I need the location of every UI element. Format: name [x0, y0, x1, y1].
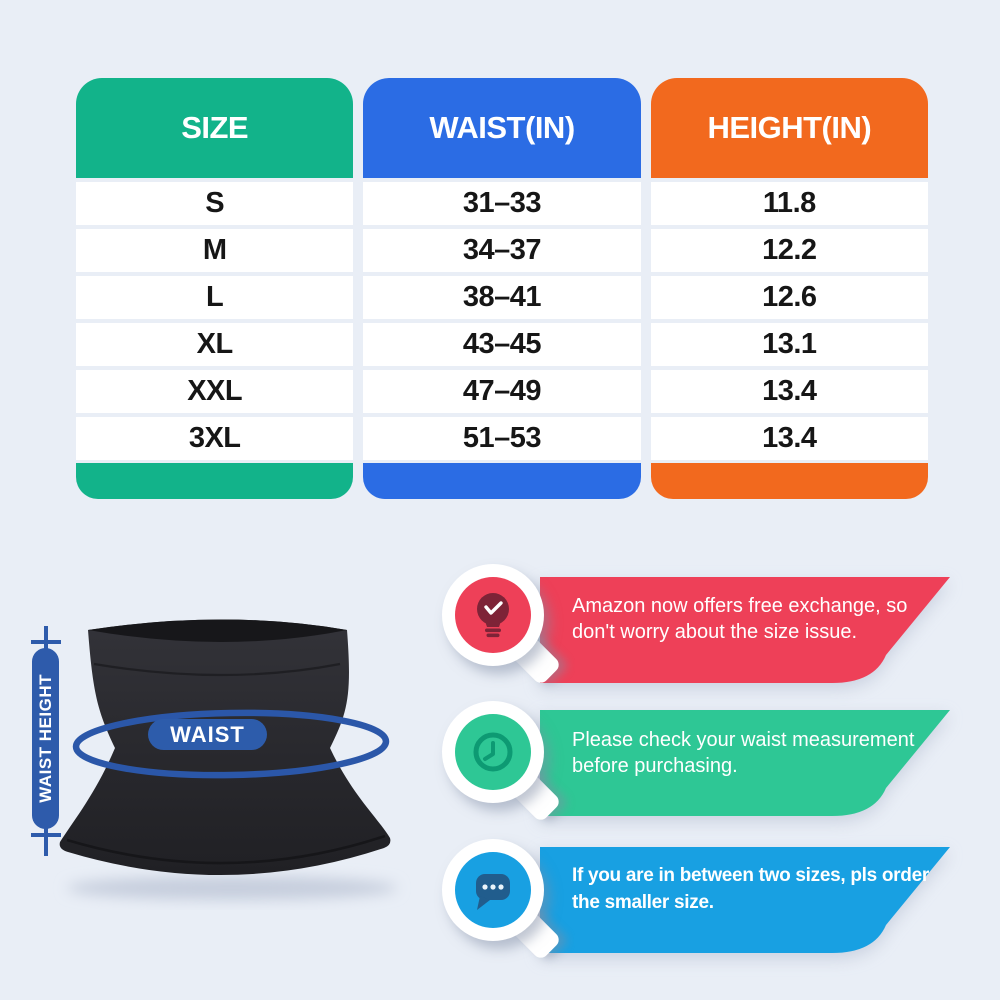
table-cell-height: 13.4	[650, 370, 928, 413]
table-cell-waist: 31–33	[363, 182, 641, 225]
garment-shadow	[67, 876, 397, 900]
waist-label-pill: WAIST	[148, 719, 267, 750]
note-line: the smaller size.	[572, 892, 714, 913]
column-footer-height	[650, 463, 928, 499]
table-cell-size: XL	[76, 323, 354, 366]
table-cell-waist: 47–49	[363, 370, 641, 413]
table-cell-waist: 34–37	[363, 229, 641, 272]
note-band-blue	[540, 847, 950, 953]
waist-label: WAIST	[170, 721, 245, 747]
note-icon-sizes	[442, 839, 562, 961]
size-table-column-height: HEIGHT(IN) 11.8 12.2 12.6 13.1 13.4 13.4	[650, 78, 928, 499]
note-text-sizes: If you are in between two sizes, pls ord…	[572, 862, 954, 916]
size-table-column-size: SIZE S M L XL XXL 3XL	[76, 78, 354, 499]
note-icon-measure	[442, 701, 562, 823]
table-cell-size: XXL	[76, 370, 354, 413]
column-footer-waist	[363, 463, 641, 499]
table-cell-height: 13.1	[650, 323, 928, 366]
table-cell-waist: 51–53	[363, 417, 641, 460]
garment-opening	[88, 619, 347, 642]
lightbulb-check-icon	[455, 577, 531, 653]
table-cell-waist: 43–45	[363, 323, 641, 366]
height-ruler-cap-top	[31, 640, 61, 644]
table-cell-waist: 38–41	[363, 276, 641, 319]
waist-measure-ellipse	[72, 709, 390, 779]
height-ruler-cap-bottom	[31, 833, 61, 837]
waist-height-label: WAIST HEIGHT	[35, 674, 55, 803]
note-line: Amazon now offers free exchange, so	[572, 595, 908, 617]
size-table-column-waist: WAIST(IN) 31–33 34–37 38–41 43–45 47–49 …	[363, 78, 641, 499]
waist-height-label-pill: WAIST HEIGHT	[32, 648, 59, 829]
column-header-size: SIZE	[76, 78, 354, 178]
size-table: SIZE S M L XL XXL 3XL WAIST(IN) 31–33 34…	[76, 78, 928, 499]
garment-hem-seam	[66, 834, 386, 865]
garment-top-seam	[93, 662, 341, 677]
table-cell-height: 13.4	[650, 417, 928, 460]
note-line: don't worry about the size issue.	[572, 621, 858, 643]
table-cell-size: M	[76, 229, 354, 272]
note-band-green	[540, 710, 950, 816]
column-footer-size	[76, 463, 354, 499]
note-icon-exchange	[442, 564, 562, 686]
column-header-height: HEIGHT(IN)	[650, 78, 928, 178]
column-header-waist: WAIST(IN)	[363, 78, 641, 178]
table-cell-size: 3XL	[76, 417, 354, 460]
table-cell-size: L	[76, 276, 354, 319]
table-cell-height: 12.6	[650, 276, 928, 319]
note-line: Please check your waist measurement	[572, 729, 915, 751]
clock-icon	[455, 714, 531, 790]
table-cell-height: 12.2	[650, 229, 928, 272]
note-line: If you are in between two sizes, pls ord…	[572, 865, 929, 886]
chat-dots-icon	[455, 852, 531, 928]
note-text-measure: Please check your waist measurement befo…	[572, 727, 954, 779]
table-cell-height: 11.8	[650, 182, 928, 225]
note-text-exchange: Amazon now offers free exchange, so don'…	[572, 593, 954, 645]
note-line: before purchasing.	[572, 755, 738, 777]
note-band-red	[540, 577, 950, 683]
table-cell-size: S	[76, 182, 354, 225]
